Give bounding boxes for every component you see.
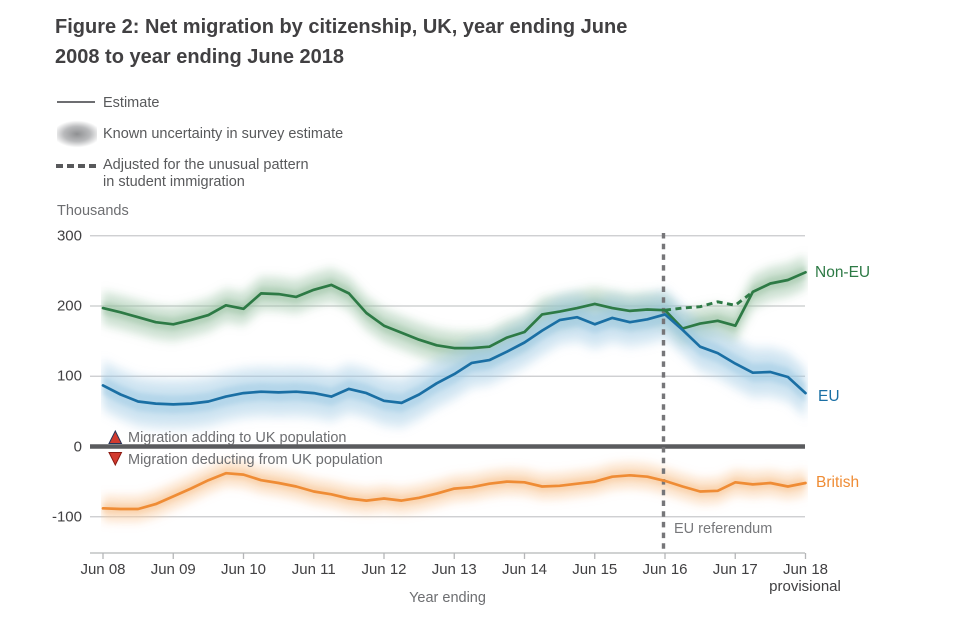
uncertainty-band-eu [103,287,806,431]
series-line-eu [101,313,807,406]
legend-adjusted-label: Adjusted for the unusual pattern in stud… [103,157,309,191]
series-line-british [101,471,807,511]
x-tick-label-Jun-11: Jun 11 [291,561,336,578]
figure-title: Figure 2: Net migration by citizenship, … [55,12,695,72]
annotation-migration-adding: Migration adding to UK population [128,430,347,446]
x-tick-label-Jun-17: Jun 17 [712,561,758,578]
legend-uncertainty-swatch [57,119,97,149]
x-tick-label-Jun-14: Jun 14 [501,561,548,578]
annotation-migration-deducting: Migration deducting from UK population [128,452,383,468]
band-layer [103,468,806,514]
legend-estimate-line-swatch [57,101,95,103]
series-label-non-eu: Non-EU [815,264,871,281]
x-tick-label-Jun-08: Jun 08 [80,561,126,578]
legend-adjusted-label-line2: in student immigration [103,174,245,190]
eu-referendum-label: EU referendum [674,521,773,537]
x-tick-label-Jun-15: Jun 15 [572,561,618,578]
x-axis-title: Year ending [409,590,486,606]
migration-adding-triangle-icon [108,429,123,444]
uncertainty-band-non-eu [103,253,806,367]
series-label-british: British [816,474,860,491]
legend-adjusted-dash-swatch [56,164,96,168]
y-tick-label--100: -100 [51,508,82,526]
y-tick-label-300: 300 [56,227,82,245]
legend-uncertainty-label: Known uncertainty in survey estimate [103,126,344,142]
series-label-eu: EU [818,388,840,405]
x-tick-label-Jun-12: Jun 12 [361,561,407,578]
x-tick-label-Jun-13: Jun 13 [431,561,477,578]
y-tick-label-0: 0 [73,438,82,455]
x-tick-label-Jun-09: Jun 09 [150,561,196,578]
band-layer [103,305,806,414]
series-line-non-eu [101,270,807,350]
x-tick-label-Jun-10: Jun 10 [220,561,267,578]
legend-estimate-label: Estimate [103,95,160,111]
legend-adjusted-label-line1: Adjusted for the unusual pattern [103,157,309,173]
band-layer [103,259,806,361]
x-tick-label-Jun-16: Jun 16 [642,561,688,578]
migration-deducting-triangle-icon [108,452,123,467]
band-layer [103,266,806,355]
x-tick-label-Jun-18: Jun 18 [782,561,829,578]
y-tick-label-100: 100 [56,367,82,385]
adjusted-non-eu-dashed-line [664,290,754,312]
y-axis-unit-label: Thousands [57,203,129,219]
y-tick-label-200: 200 [56,297,82,315]
figure-title-line2: 2008 to year ending June 2018 [55,46,345,68]
x-axis-provisional-note: provisional [769,578,841,595]
figure-title-line1: Figure 2: Net migration by citizenship, … [55,16,628,38]
